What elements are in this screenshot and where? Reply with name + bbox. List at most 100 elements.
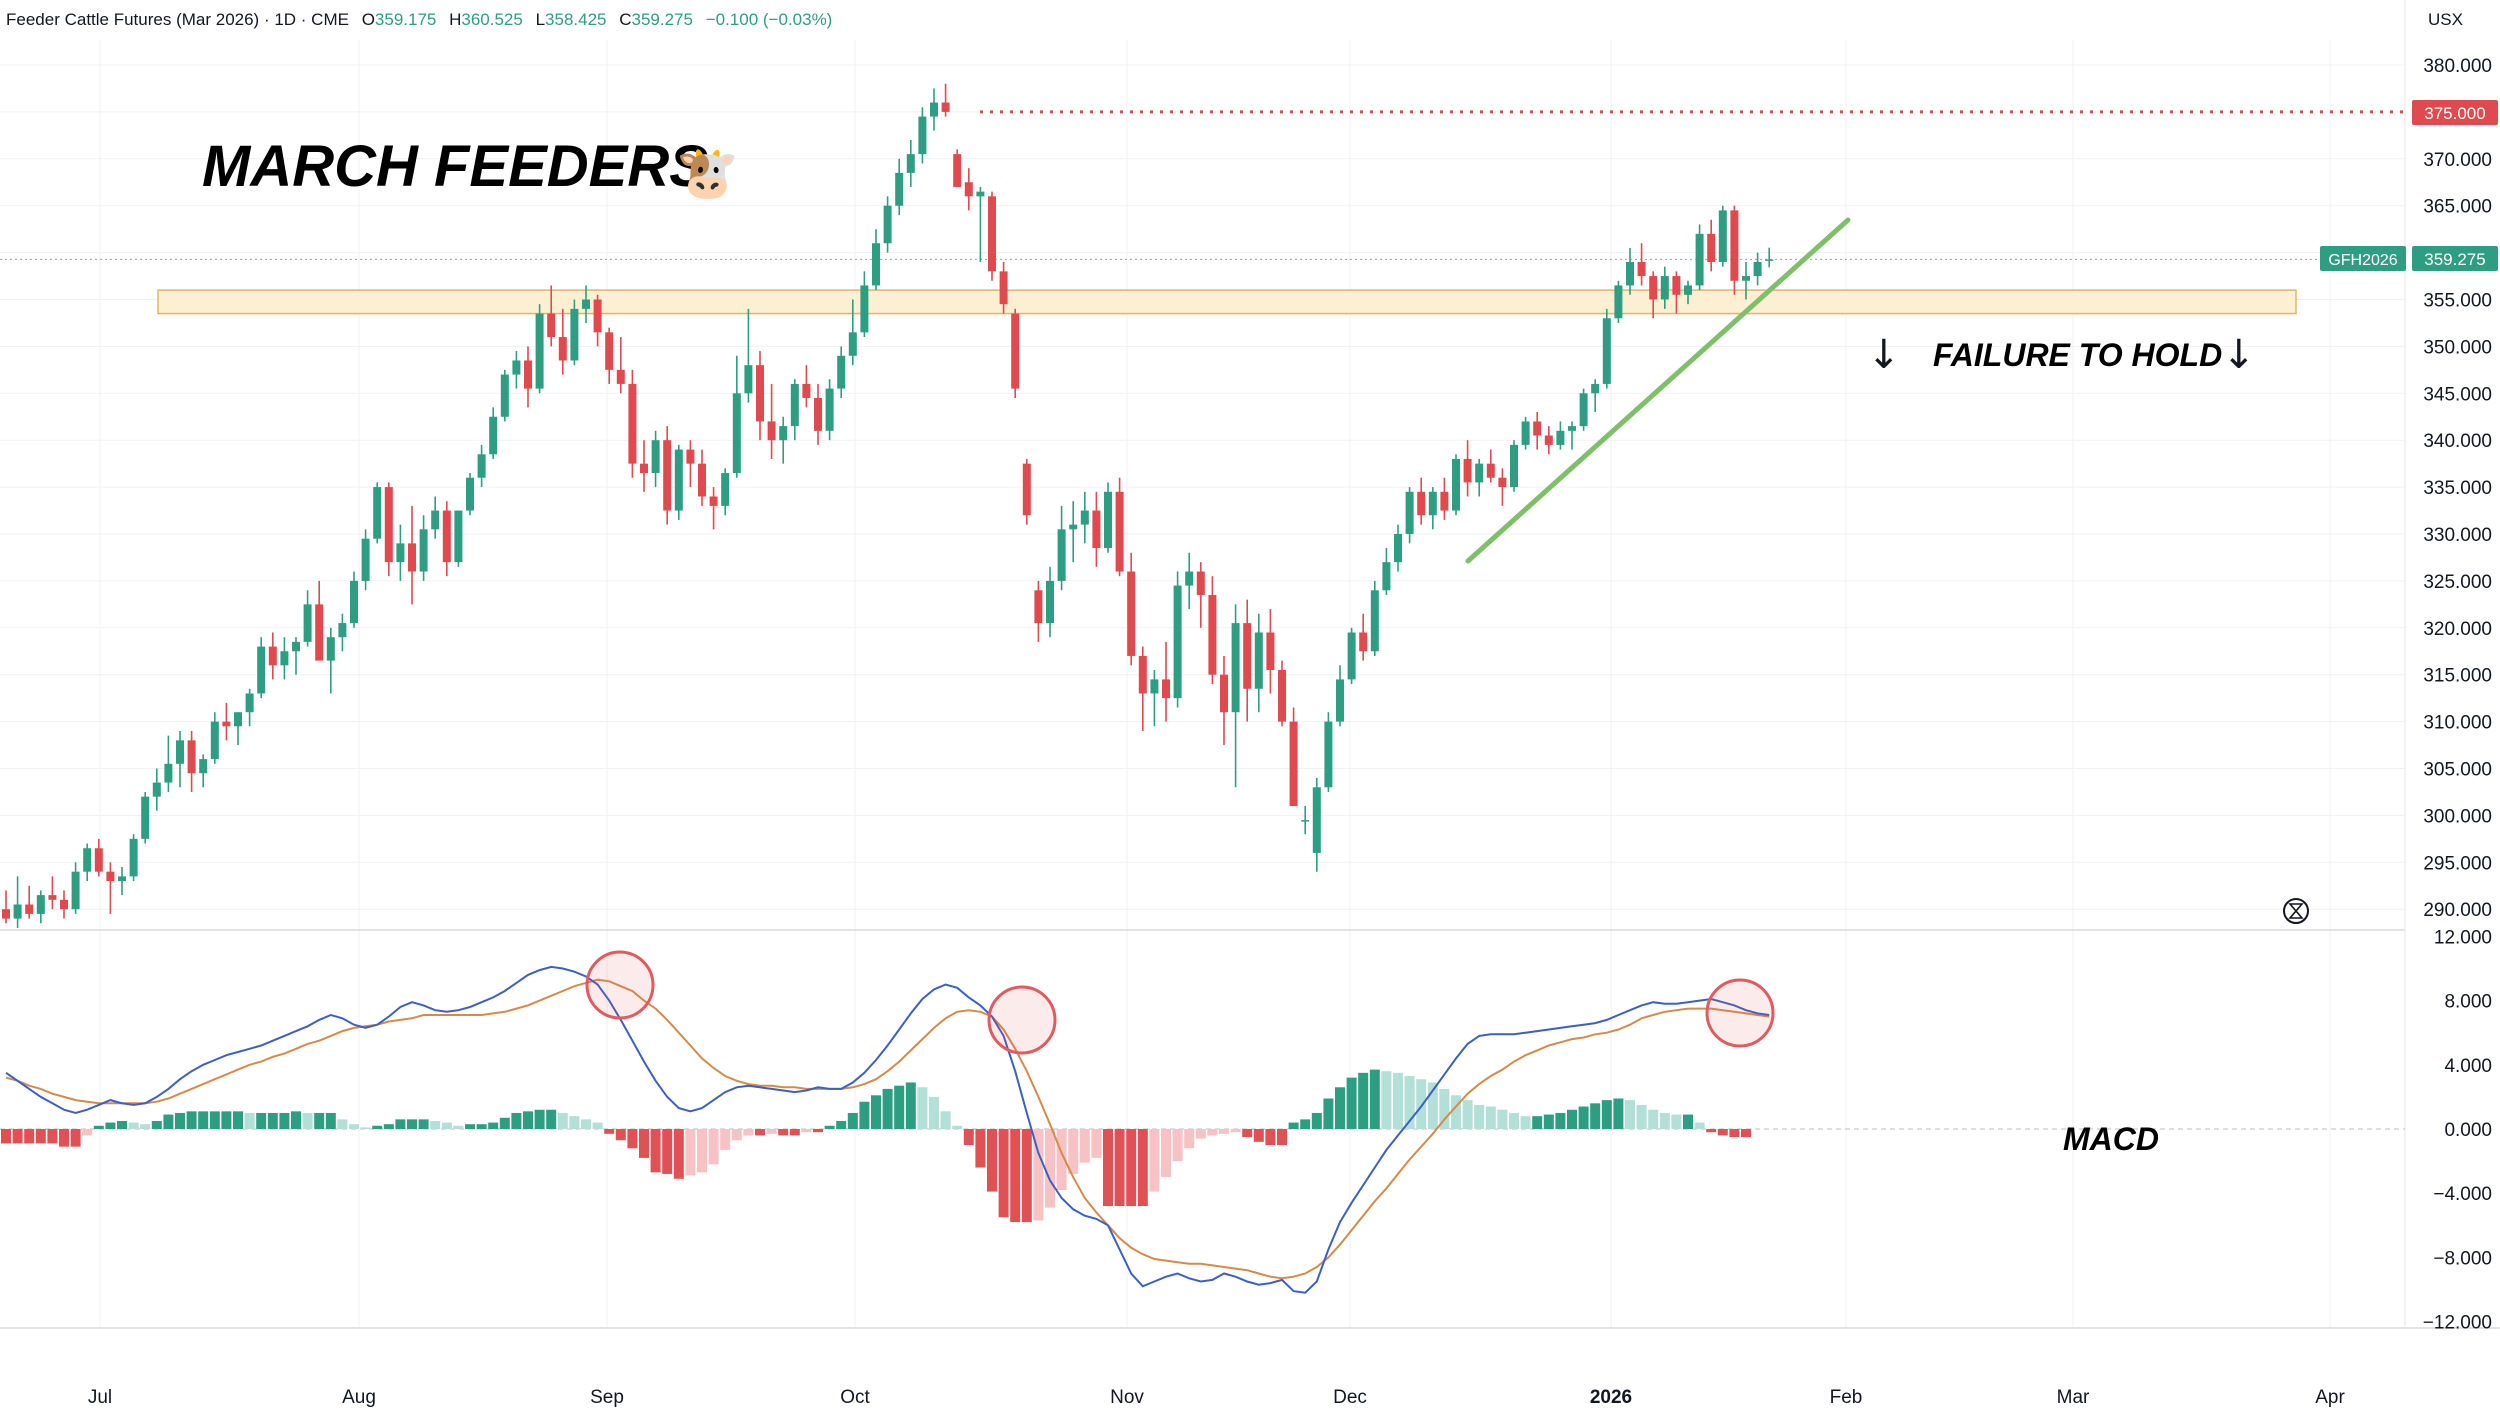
candle-body [1278,670,1286,722]
trend-line [1465,217,1851,564]
candle-body [744,365,753,394]
candle-body [164,763,173,783]
macd-histogram-bar [789,1129,800,1136]
candle-body [1115,491,1124,572]
macd-histogram-bar [1659,1112,1670,1129]
macd-histogram-bar [1288,1122,1299,1129]
macd-histogram-bar [1543,1114,1554,1129]
candle-body [1034,590,1043,624]
candle-body [1138,655,1147,694]
macd-histogram-bar [360,1127,371,1129]
grid [0,0,2500,1329]
macd-histogram-bar [569,1116,580,1129]
candle-body [408,543,416,572]
candle-body [1220,674,1228,713]
candle-body [442,510,451,563]
macd-histogram-bar [731,1129,742,1141]
candle-body [1231,623,1240,713]
macd-histogram-bar [1694,1122,1705,1129]
price-tick-label: 330.000 [2423,525,2492,546]
macd-histogram-bar [1416,1079,1427,1129]
price-tick-label: 310.000 [2423,713,2492,734]
clock-icon[interactable] [2283,898,2309,924]
candle-body [570,308,579,361]
candle-body [1614,285,1623,319]
macd-histogram-bar [685,1129,696,1176]
candle-body [1011,313,1020,389]
candle-body [825,388,834,431]
macd-histogram-bar [1741,1129,1751,1138]
crossover-circle [987,985,1057,1055]
macd-histogram-bar [557,1112,568,1129]
candle-body [1568,426,1576,431]
macd-histogram-bar [1207,1129,1218,1136]
crossover-circle [1705,978,1775,1048]
macd-histogram-bar [1485,1106,1496,1129]
date-tick-label: Jul [88,1387,112,1408]
price-tick-label: 305.000 [2423,760,2492,781]
macd-histogram-bar [766,1129,777,1134]
macd-histogram-bar [894,1085,905,1129]
macd-histogram-bar [82,1129,93,1136]
price-tick-label: 300.000 [2423,806,2492,827]
macd-histogram-bar [801,1129,812,1133]
candle-body [326,637,335,661]
macd-histogram-bar [1601,1100,1612,1129]
macd-histogram-bar [1404,1076,1415,1129]
price-tick-label: 340.000 [2423,431,2492,452]
currency-label[interactable]: USX [2428,10,2463,29]
macd-histogram-bar [650,1129,661,1173]
candle-body [605,332,614,370]
candle-body [582,299,590,309]
candle-body [187,740,196,774]
candle-body [1591,383,1600,394]
candle-body [988,196,996,272]
candle-body [640,463,648,474]
macd-histogram-bar [175,1112,185,1129]
candle-body [234,712,242,727]
candle-body [94,848,103,872]
macd-histogram-bar [697,1129,707,1173]
candle-body [1324,721,1333,788]
price-tick-label: 315.000 [2423,666,2492,687]
candle-body [500,374,509,417]
candle-body [1707,233,1716,262]
macd-histogram-bar [813,1129,823,1133]
macd-histogram-bar [859,1101,870,1129]
candle-body [454,510,463,563]
macd-histogram-bar [1184,1129,1195,1149]
date-tick-label: Aug [342,1387,376,1408]
macd-histogram-bar [963,1129,974,1146]
candle-body [280,651,289,666]
candle-body [1289,721,1298,807]
macd-histogram-bar [383,1124,394,1129]
macd-tick-label: 8.000 [2444,992,2492,1013]
candle-body [1312,787,1321,853]
macd-histogram-bar [836,1120,847,1129]
candle-body [1533,421,1542,436]
macd-histogram-bar [128,1122,139,1129]
macd-histogram-bar [186,1111,197,1129]
macd-histogram-bar [1671,1114,1682,1129]
candle-body [1057,529,1066,581]
candle-body [1266,632,1275,671]
macd-histogram-bar [1706,1129,1717,1133]
macd-histogram-bar [1509,1112,1519,1129]
candle-body [512,360,521,375]
macd-histogram-bar [325,1112,336,1129]
macd-histogram-bar [592,1122,603,1129]
candle-body [1753,261,1762,277]
macd-histogram-bar [929,1096,939,1129]
resistance-price-tag: 375.000 [2412,100,2498,125]
price-tick-label: 365.000 [2423,197,2492,218]
candle-body [152,782,161,797]
candle-body [930,102,938,117]
time-axis[interactable]: Jul Aug Sep Oct Nov Dec 2026 Feb Mar Apr [88,1387,2346,1408]
close-value: 359.275 [632,10,693,29]
candle-body [628,383,637,464]
macd-histogram-bar [1369,1069,1380,1129]
chart-annotation-title: MARCH FEEDERS [202,134,708,199]
candle-body [303,604,312,642]
price-tick-label: 290.000 [2423,900,2492,921]
